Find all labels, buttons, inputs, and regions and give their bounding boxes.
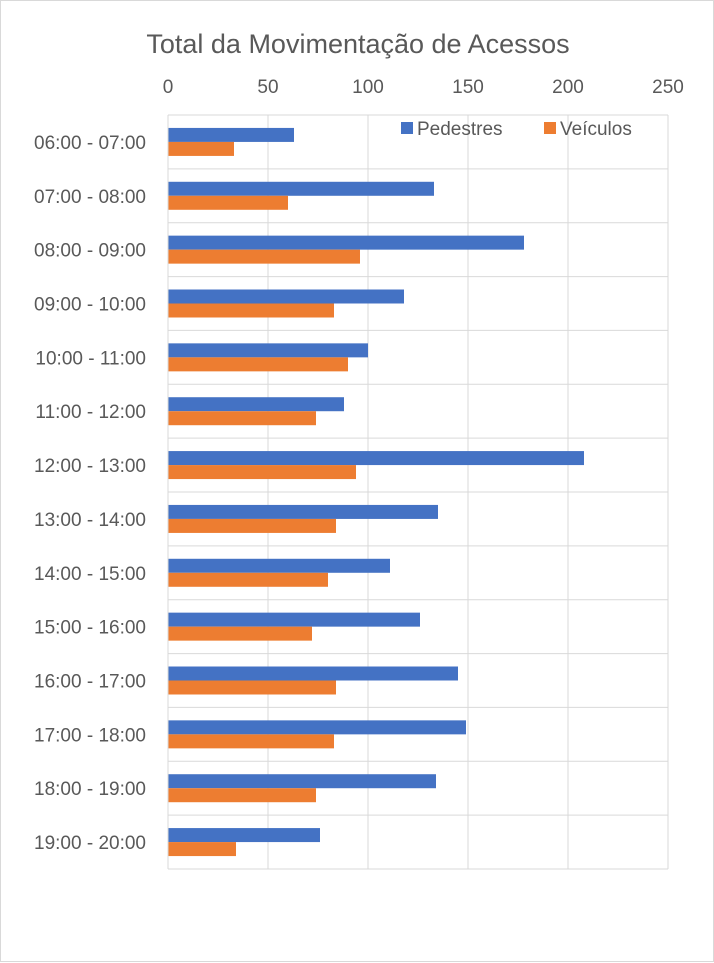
bar-veiculos xyxy=(168,734,334,749)
category-label: 14:00 - 15:00 xyxy=(34,564,146,585)
category-label: 06:00 - 07:00 xyxy=(34,133,146,154)
bar-veiculos xyxy=(168,249,360,264)
bar-veiculos xyxy=(168,572,328,587)
bar-pedestres xyxy=(168,127,294,142)
category-label: 17:00 - 18:00 xyxy=(34,725,146,746)
bar-pedestres xyxy=(168,289,404,304)
bar-veiculos xyxy=(168,680,336,695)
bar-pedestres xyxy=(168,504,438,519)
bar-pedestres xyxy=(168,451,584,466)
bar-pedestres xyxy=(168,343,368,358)
bar-pedestres xyxy=(168,774,436,789)
category-label: 19:00 - 20:00 xyxy=(34,833,146,854)
category-label: 16:00 - 17:00 xyxy=(34,672,146,693)
category-label: 12:00 - 13:00 xyxy=(34,456,146,477)
legend-swatch xyxy=(544,122,556,134)
x-tick-label: 250 xyxy=(652,77,684,98)
bar-veiculos xyxy=(168,411,316,426)
bar-pedestres xyxy=(168,666,458,681)
legend-label: Veículos xyxy=(560,119,632,140)
legend-label: Pedestres xyxy=(417,119,503,140)
bar-pedestres xyxy=(168,612,420,627)
category-label: 18:00 - 19:00 xyxy=(34,779,146,800)
bar-pedestres xyxy=(168,828,320,843)
bar-pedestres xyxy=(168,397,344,412)
bar-veiculos xyxy=(168,357,348,372)
legend-swatch xyxy=(401,122,413,134)
category-label: 08:00 - 09:00 xyxy=(34,241,146,262)
category-label: 09:00 - 10:00 xyxy=(34,295,146,316)
bar-pedestres xyxy=(168,720,466,735)
bar-veiculos xyxy=(168,788,316,803)
x-tick-label: 200 xyxy=(552,77,584,98)
bar-veiculos xyxy=(168,141,234,156)
x-tick-label: 50 xyxy=(257,77,278,98)
category-label: 10:00 - 11:00 xyxy=(35,348,146,369)
category-label: 07:00 - 08:00 xyxy=(34,187,146,208)
category-label: 13:00 - 14:00 xyxy=(34,510,146,531)
bar-veiculos xyxy=(168,518,336,533)
bar-pedestres xyxy=(168,181,434,196)
bar-veiculos xyxy=(168,195,288,210)
category-label: 11:00 - 12:00 xyxy=(35,402,146,423)
bar-veiculos xyxy=(168,303,334,318)
bar-pedestres xyxy=(168,558,390,573)
chart-title: Total da Movimentação de Acessos xyxy=(146,29,570,59)
x-tick-label: 100 xyxy=(352,77,384,98)
x-tick-label: 150 xyxy=(452,77,484,98)
bar-veiculos xyxy=(168,842,236,857)
x-tick-label: 0 xyxy=(163,77,174,98)
bar-pedestres xyxy=(168,235,524,250)
category-label: 15:00 - 16:00 xyxy=(34,618,146,639)
bar-veiculos xyxy=(168,626,312,641)
bar-veiculos xyxy=(168,465,356,480)
